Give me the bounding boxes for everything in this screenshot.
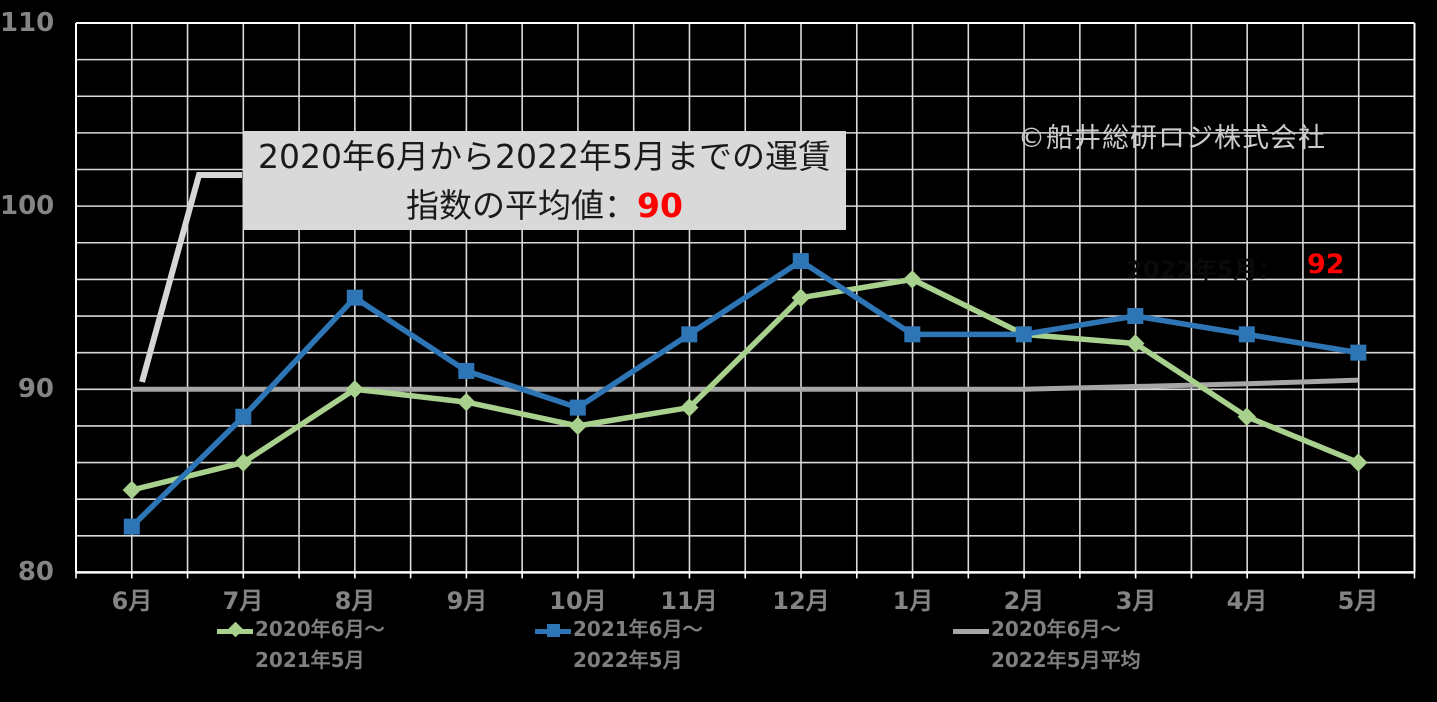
average-callout-text: 2020年6月から2022年5月までの運賃指数の平均値：90 bbox=[258, 136, 831, 225]
legend-square-marker-icon bbox=[547, 624, 560, 637]
legend-line-gray bbox=[953, 629, 989, 634]
x-tick-label-apr: 4月 bbox=[1226, 587, 1268, 615]
legend-label-2021-2022: 2021年6月～ 2022年5月 bbox=[573, 617, 703, 672]
watermark-text: ©船井総研ロジ株式会社 bbox=[1018, 123, 1326, 154]
x-tick-label-sep: 9月 bbox=[446, 587, 488, 615]
y-tick-label-100: 100 bbox=[0, 191, 55, 221]
x-tick-label-dec: 12月 bbox=[772, 587, 830, 615]
last-point-value-label: 92 bbox=[1307, 249, 1345, 280]
x-tick-label-jul: 7月 bbox=[222, 587, 264, 615]
x-tick-label-jan: 1月 bbox=[892, 587, 934, 615]
x-tick-label-oct: 10月 bbox=[549, 587, 607, 615]
y-tick-label-80: 80 bbox=[17, 557, 54, 587]
x-tick-label-may: 5月 bbox=[1337, 587, 1379, 615]
x-tick-label-aug: 8月 bbox=[334, 587, 376, 615]
x-tick-label-nov: 11月 bbox=[660, 587, 718, 615]
legend-label-2020-2021: 2020年6月～ 2021年5月 bbox=[255, 617, 385, 672]
x-tick-label-jun: 6月 bbox=[111, 587, 153, 615]
average-value: 90 bbox=[637, 185, 683, 225]
average-callout-box: 2020年6月から2022年5月までの運賃指数の平均値：90 bbox=[243, 131, 846, 230]
y-tick-label-110: 110 bbox=[0, 8, 55, 38]
x-tick-label-feb: 2月 bbox=[1003, 587, 1045, 615]
legend-label-average: 2020年6月～ 2022年5月平均 bbox=[991, 617, 1141, 672]
x-tick-label-mar: 3月 bbox=[1115, 587, 1157, 615]
annotation-obscured-label: 2022年5月： bbox=[1126, 256, 1282, 284]
y-tick-label-90: 90 bbox=[17, 374, 54, 404]
